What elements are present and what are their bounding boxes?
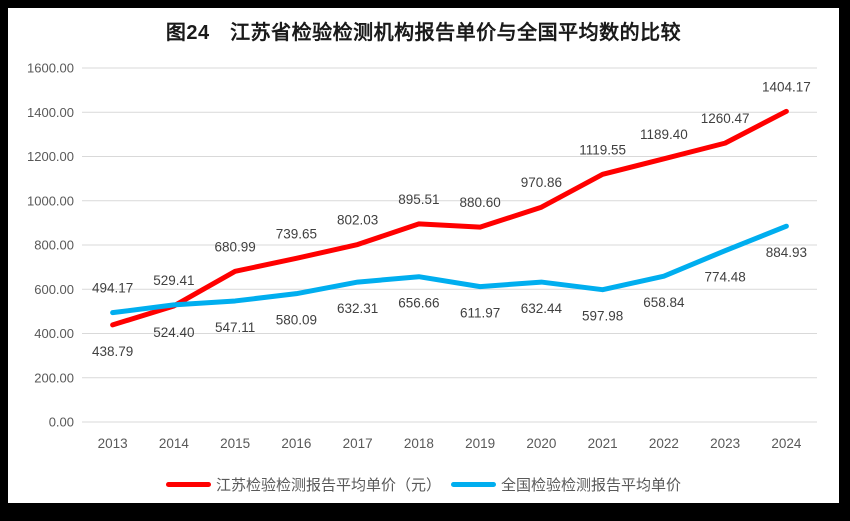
data-label: 580.09	[276, 313, 317, 328]
y-axis-tick-label: 1000.00	[27, 193, 74, 208]
data-label: 802.03	[337, 213, 378, 228]
chart-title: 图24 江苏省检验检测机构报告单价与全国平均数的比较	[165, 22, 682, 44]
data-label: 884.93	[766, 245, 807, 260]
data-label: 1189.40	[640, 127, 688, 142]
y-axis-tick-label: 1600.00	[27, 61, 74, 76]
data-label: 739.65	[276, 226, 317, 241]
y-axis-tick-label: 0.00	[49, 415, 74, 430]
x-axis-tick-label: 2019	[465, 436, 495, 451]
frame-border-right	[839, 0, 850, 521]
jiangsu-series-line	[110, 108, 789, 328]
data-label: 880.60	[459, 195, 500, 210]
data-label: 656.66	[398, 296, 439, 311]
data-label: 1119.55	[579, 142, 626, 157]
data-label: 611.97	[460, 306, 500, 321]
x-axis-tick-label: 2014	[159, 436, 190, 451]
legend-item-national: 全国检验检测报告平均单价	[451, 474, 681, 495]
y-axis-tick-label: 800.00	[34, 238, 74, 253]
x-axis-tick-label: 2020	[526, 436, 556, 451]
data-label: 895.51	[398, 192, 439, 207]
y-axis-tick-label: 1200.00	[27, 149, 74, 164]
legend: 江苏检验检测报告平均单价（元） 全国检验检测报告平均单价	[8, 473, 839, 495]
national-series-line	[110, 223, 789, 316]
x-axis-tick-label: 2024	[771, 436, 802, 451]
data-label: 1404.17	[762, 79, 811, 94]
x-axis-tick-label: 2022	[649, 436, 679, 451]
frame-border-bottom	[0, 503, 850, 521]
x-axis-tick-label: 2013	[98, 436, 128, 451]
data-label: 529.41	[153, 273, 194, 288]
legend-label-national: 全国检验检测报告平均单价	[501, 476, 682, 494]
data-label: 438.79	[92, 344, 133, 359]
x-axis-tick-label: 2015	[220, 436, 250, 451]
jiangsu-series-swatch	[165, 481, 211, 487]
data-label: 597.98	[582, 309, 623, 324]
frame-border-top	[0, 0, 850, 8]
data-label: 524.40	[153, 325, 194, 340]
x-axis-tick-label: 2017	[343, 436, 373, 451]
x-axis-tick-label: 2016	[281, 436, 311, 451]
frame-border-left	[0, 0, 8, 521]
data-label: 632.31	[337, 301, 378, 316]
legend-item-jiangsu: 江苏检验检测报告平均单价（元）	[165, 474, 441, 495]
national-series-swatch	[451, 481, 496, 487]
data-label: 658.84	[643, 295, 685, 310]
y-axis-tick-label: 400.00	[34, 326, 74, 341]
legend-label-jiangsu: 江苏检验检测报告平均单价（元）	[215, 476, 441, 494]
data-label: 774.48	[704, 270, 745, 285]
data-label: 632.44	[521, 301, 563, 316]
x-axis-tick-label: 2018	[404, 436, 434, 451]
data-label: 970.86	[521, 175, 562, 190]
y-axis-tick-label: 1400.00	[27, 105, 74, 120]
y-axis-tick-label: 200.00	[34, 370, 74, 385]
y-axis-tick-label: 600.00	[34, 282, 74, 297]
data-label: 1260.47	[701, 111, 750, 126]
x-axis-tick-label: 2021	[588, 436, 618, 451]
data-label: 680.99	[214, 239, 255, 254]
data-label: 547.11	[215, 320, 255, 335]
x-axis-tick-label: 2023	[710, 436, 740, 451]
data-label: 494.17	[92, 281, 133, 296]
